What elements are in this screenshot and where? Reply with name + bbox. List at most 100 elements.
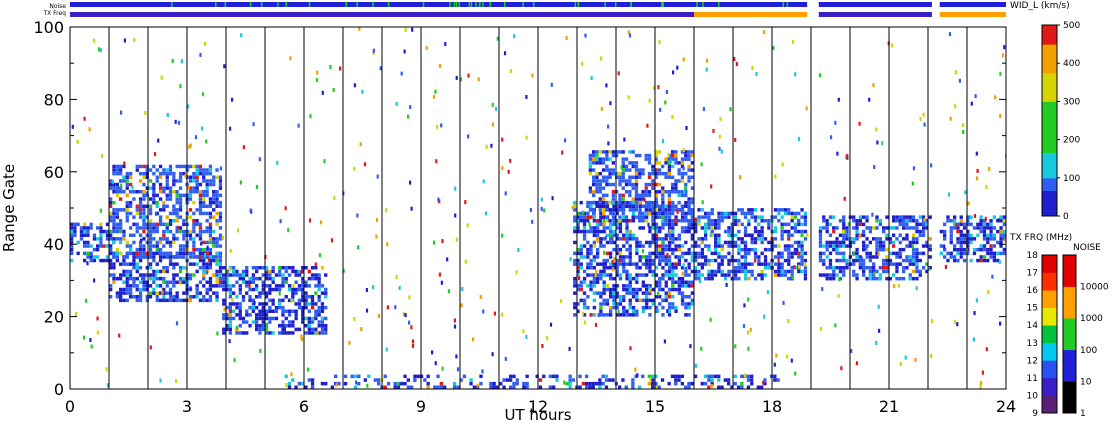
echo-cell <box>667 247 672 252</box>
echo-cell <box>598 161 602 165</box>
echo-cell <box>658 247 662 252</box>
echo-cell <box>579 215 583 219</box>
echo-cell <box>615 208 619 212</box>
echo-cell <box>175 273 179 277</box>
echo-cell <box>513 34 516 39</box>
width-colorbar-cell <box>1042 190 1057 195</box>
echo-cell <box>862 266 866 270</box>
echo-cell <box>855 219 859 223</box>
echo-cell <box>592 305 596 310</box>
echo-cell <box>119 237 123 241</box>
echo-cell <box>106 383 109 388</box>
width-colorbar-cell <box>1042 50 1057 55</box>
echo-cell <box>631 186 635 190</box>
echo-cell <box>175 237 179 241</box>
echo-cell <box>657 211 662 216</box>
echo-cell <box>697 237 701 241</box>
echo-cell <box>996 258 1000 263</box>
echo-cell <box>611 197 615 201</box>
echo-cell <box>491 352 494 357</box>
echo-cell <box>885 237 889 241</box>
echo-cell <box>660 378 665 382</box>
echo-cell <box>872 262 876 266</box>
echo-cell <box>125 215 129 219</box>
echo-cell <box>674 309 678 313</box>
echo-cell <box>651 237 655 241</box>
echo-cell <box>773 262 778 266</box>
echo-cell <box>142 229 146 234</box>
echo-cell <box>317 298 321 303</box>
txfreq-colorbar-frame <box>1041 254 1058 414</box>
echo-cell <box>635 215 639 219</box>
echo-cell <box>743 273 748 277</box>
echo-cell <box>664 273 668 277</box>
echo-cell <box>615 153 619 158</box>
echo-cell <box>152 269 156 274</box>
echo-cell <box>677 247 681 252</box>
echo-cell <box>628 229 632 234</box>
echo-cell <box>690 222 694 227</box>
echo-cell <box>618 302 623 306</box>
echo-cell <box>155 284 159 288</box>
echo-cell <box>324 324 328 328</box>
echo-cell <box>644 193 648 198</box>
echo-cell <box>258 309 262 313</box>
echo-cell <box>287 381 292 386</box>
echo-cell <box>245 269 249 274</box>
echo-cell <box>674 287 678 292</box>
echo-cell <box>517 247 520 252</box>
echo-cell <box>694 240 698 245</box>
echo-cell <box>314 313 318 317</box>
echo-cell <box>727 381 731 386</box>
echo-cell <box>846 154 849 159</box>
echo-cell <box>122 298 126 303</box>
echo-cell <box>576 222 580 227</box>
echo-cell <box>258 324 262 328</box>
echo-cell <box>385 208 388 213</box>
echo-cell <box>790 251 794 256</box>
echo-cell <box>631 204 636 208</box>
echo-cell <box>615 284 619 288</box>
echo-cell <box>407 114 410 119</box>
echo-cell <box>120 110 123 115</box>
echo-cell <box>102 244 106 248</box>
width-colorbar-cell <box>1042 37 1057 42</box>
echo-cell <box>979 229 983 234</box>
echo-cell <box>989 222 993 227</box>
echo-cell <box>624 190 629 194</box>
echo-cell <box>733 381 737 386</box>
echo-cell <box>122 164 126 169</box>
echo-cell <box>607 124 610 129</box>
echo-cell <box>192 211 196 216</box>
echo-cell <box>825 247 829 252</box>
echo-cell <box>215 193 219 198</box>
echo-cell <box>129 269 133 274</box>
echo-cell <box>419 374 424 379</box>
echo-cell <box>641 226 645 230</box>
echo-cell <box>628 302 632 306</box>
echo-cell <box>559 299 563 303</box>
echo-cell <box>297 327 302 332</box>
echo-cell <box>836 151 839 156</box>
echo-cell <box>598 204 602 208</box>
echo-cell <box>525 374 529 379</box>
echo-cell <box>671 114 674 119</box>
echo-cell <box>228 295 232 299</box>
echo-cell <box>915 251 919 256</box>
echo-cell <box>586 229 590 234</box>
echo-cell <box>212 215 216 219</box>
echo-cell <box>842 266 846 270</box>
echo-cell <box>96 237 100 241</box>
echo-cell <box>979 247 983 252</box>
echo-cell <box>657 308 660 313</box>
echo-cell <box>314 266 318 270</box>
echo-cell <box>317 305 321 310</box>
echo-cell <box>638 208 642 212</box>
echo-cell <box>491 102 494 107</box>
echo-cell <box>609 287 613 292</box>
echo-cell <box>953 222 957 227</box>
echo-cell <box>955 223 958 228</box>
echo-cell <box>301 316 305 321</box>
echo-cell <box>598 157 602 161</box>
echo-cell <box>188 229 193 234</box>
